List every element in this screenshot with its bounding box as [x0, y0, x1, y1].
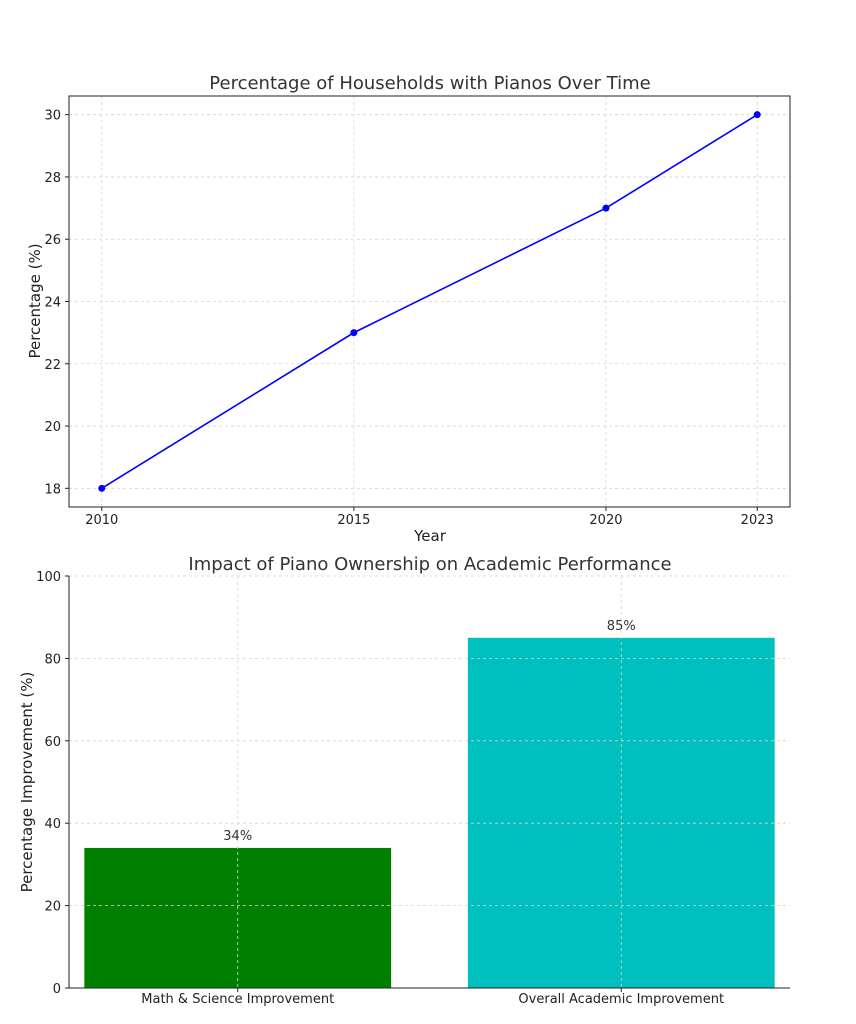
line-chart-point: [753, 111, 761, 119]
line-chart-title: Percentage of Households with Pianos Ove…: [209, 73, 650, 94]
line-chart-y-tick-label: 22: [44, 358, 61, 373]
bar-chart-y-tick-label: 0: [53, 982, 61, 997]
bar-chart-y-tick-label: 40: [44, 817, 61, 832]
line-chart-y-tick-label: 20: [44, 420, 61, 435]
bar-chart: Impact of Piano Ownership on Academic Pe…: [18, 554, 790, 1007]
line-chart-x-ticks: 2010 2015 2020 2023: [85, 507, 774, 528]
bar-chart-category-label: Overall Academic Improvement: [518, 992, 724, 1007]
line-chart-series: [98, 111, 761, 492]
bar-chart-bars: [84, 637, 775, 988]
bar-chart-value-label: 34%: [223, 829, 252, 844]
bar-chart-x-ticks: Math & Science Improvement Overall Academ…: [141, 988, 724, 1007]
line-chart-y-axis-label: Percentage (%): [26, 243, 44, 358]
line-chart-point: [98, 484, 106, 492]
line-chart-y-tick-label: 24: [44, 296, 61, 311]
line-chart-x-tick-label: 2010: [85, 513, 118, 528]
bar-chart-y-tick-label: 100: [36, 570, 61, 585]
line-chart: Percentage of Households with Pianos Ove…: [26, 73, 791, 545]
bar-chart-y-axis-label: Percentage Improvement (%): [18, 672, 36, 893]
line-chart-x-tick-label: 2020: [589, 513, 622, 528]
line-chart-y-tick-label: 26: [44, 233, 61, 248]
bar-chart-y-tick-label: 20: [44, 900, 61, 915]
line-chart-series-line: [101, 114, 758, 489]
line-chart-x-tick-label: 2015: [337, 513, 370, 528]
bar-chart-y-tick-label: 60: [44, 735, 61, 750]
line-chart-y-tick-label: 28: [44, 171, 61, 186]
bar-chart-y-tick-label: 80: [44, 652, 61, 667]
line-chart-grid: [69, 96, 790, 507]
bar-chart-axes: [68, 576, 790, 989]
line-chart-x-axis-label: Year: [413, 527, 447, 545]
bar-chart-value-label: 85%: [607, 619, 636, 634]
line-chart-point: [602, 204, 610, 212]
bar-chart-title: Impact of Piano Ownership on Academic Pe…: [188, 554, 671, 575]
line-chart-y-ticks: 18 20 22 24 26 28 30: [44, 109, 69, 497]
line-chart-x-tick-label: 2023: [741, 513, 774, 528]
bar-chart-category-label: Math & Science Improvement: [141, 992, 334, 1007]
line-chart-point: [350, 329, 358, 337]
bar-chart-y-ticks: 0 20 40 60 80 100: [36, 570, 69, 997]
line-chart-y-tick-label: 18: [44, 482, 61, 497]
bar-chart-value-labels: 34% 85%: [223, 619, 635, 844]
line-chart-y-tick-label: 30: [44, 109, 61, 124]
